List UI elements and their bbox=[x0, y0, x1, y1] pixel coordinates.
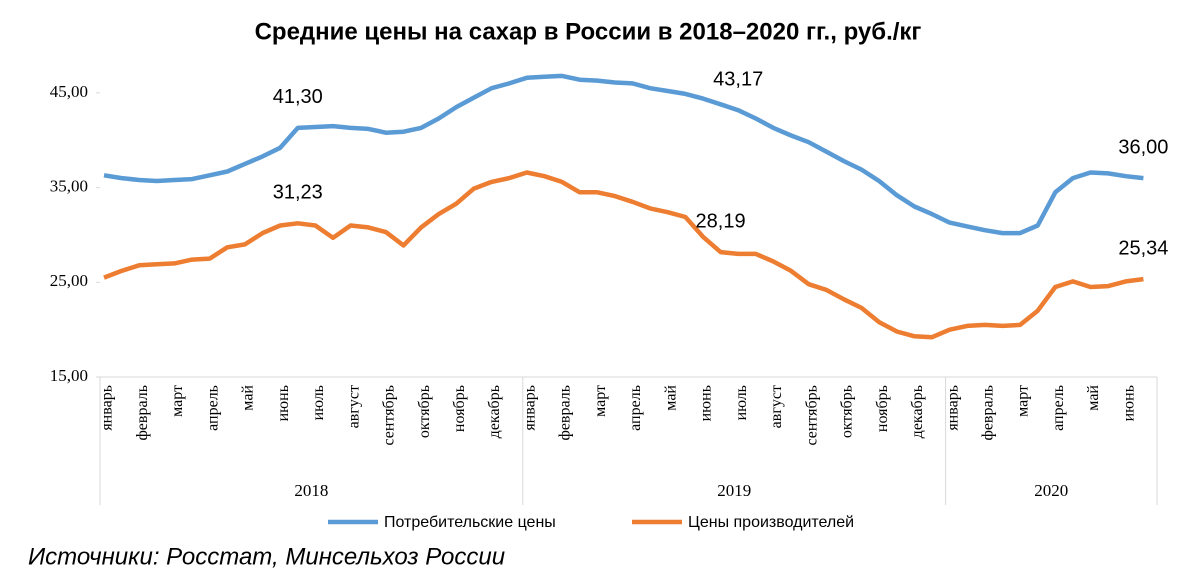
x-tick-label: май bbox=[662, 385, 679, 411]
data-label: 31,23 bbox=[273, 182, 323, 204]
x-tick-label: февраль bbox=[557, 385, 574, 441]
x-tick-label: апрель bbox=[1050, 385, 1067, 431]
x-tick-label: март bbox=[169, 385, 186, 417]
x-tick-label: январь bbox=[521, 385, 538, 431]
y-tick-label: 25,00 bbox=[50, 271, 88, 290]
y-tick-label: 45,00 bbox=[50, 82, 88, 101]
x-tick-label: июнь bbox=[698, 385, 715, 421]
data-label: 28,19 bbox=[696, 210, 746, 232]
x-tick-label: октябрь bbox=[416, 385, 433, 438]
x-tick-label: январь bbox=[99, 385, 116, 431]
x-tick-label: февраль bbox=[980, 385, 997, 441]
data-label: 43,17 bbox=[713, 69, 763, 91]
x-tick-label: май bbox=[240, 385, 257, 411]
chart-title: Средние цены на сахар в России в 2018–20… bbox=[255, 18, 922, 45]
x-tick-label: август bbox=[345, 385, 362, 428]
legend-label: Потребительские цены bbox=[384, 514, 556, 531]
x-tick-label: декабрь bbox=[909, 385, 926, 438]
line-series bbox=[103, 170, 1144, 340]
x-tick-label: январь bbox=[944, 385, 961, 431]
y-tick-label: 15,00 bbox=[50, 366, 88, 385]
legend-label: Цены производителей bbox=[688, 514, 854, 531]
x-tick-label: ноябрь bbox=[451, 385, 468, 432]
x-tick-label: февраль bbox=[134, 385, 151, 441]
x-tick-label: март bbox=[592, 385, 609, 417]
line-series bbox=[103, 73, 1144, 236]
x-tick-label: август bbox=[768, 385, 785, 428]
x-tick-label: июнь bbox=[275, 385, 292, 421]
x-tick-label: май bbox=[1085, 385, 1102, 411]
x-tick-label: сентябрь bbox=[381, 385, 398, 446]
year-label: 2019 bbox=[717, 481, 751, 500]
x-tick-label: ноябрь bbox=[874, 385, 891, 432]
x-tick-label: апрель bbox=[627, 385, 644, 431]
x-tick-label: апрель bbox=[204, 385, 221, 431]
x-tick-label: март bbox=[1015, 385, 1032, 417]
year-label: 2018 bbox=[294, 481, 328, 500]
source: Источники: Росстат, Минсельхоз России bbox=[28, 543, 505, 570]
x-tick-label: декабрь bbox=[486, 385, 503, 438]
year-label: 2020 bbox=[1034, 481, 1068, 500]
y-tick-label: 35,00 bbox=[50, 177, 88, 196]
x-tick-label: сентябрь bbox=[803, 385, 820, 446]
x-tick-label: июль bbox=[733, 385, 750, 420]
x-tick-label: июль bbox=[310, 385, 327, 420]
data-label: 41,30 bbox=[273, 86, 323, 108]
x-tick-label: октябрь bbox=[839, 385, 856, 438]
data-label: 25,34 bbox=[1118, 237, 1168, 259]
x-tick-label: июнь bbox=[1120, 385, 1137, 421]
data-label: 36,00 bbox=[1118, 136, 1168, 158]
